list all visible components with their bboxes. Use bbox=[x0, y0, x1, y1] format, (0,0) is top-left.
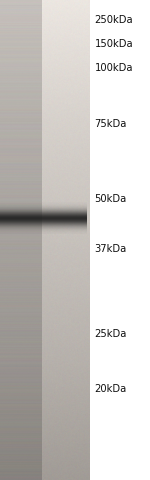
Text: 250kDa: 250kDa bbox=[94, 15, 133, 25]
Text: 25kDa: 25kDa bbox=[94, 329, 127, 338]
Text: 100kDa: 100kDa bbox=[94, 63, 133, 73]
Text: 75kDa: 75kDa bbox=[94, 119, 127, 129]
Text: 150kDa: 150kDa bbox=[94, 39, 133, 49]
Text: 50kDa: 50kDa bbox=[94, 194, 127, 204]
Text: 20kDa: 20kDa bbox=[94, 384, 127, 394]
Text: 37kDa: 37kDa bbox=[94, 244, 127, 253]
